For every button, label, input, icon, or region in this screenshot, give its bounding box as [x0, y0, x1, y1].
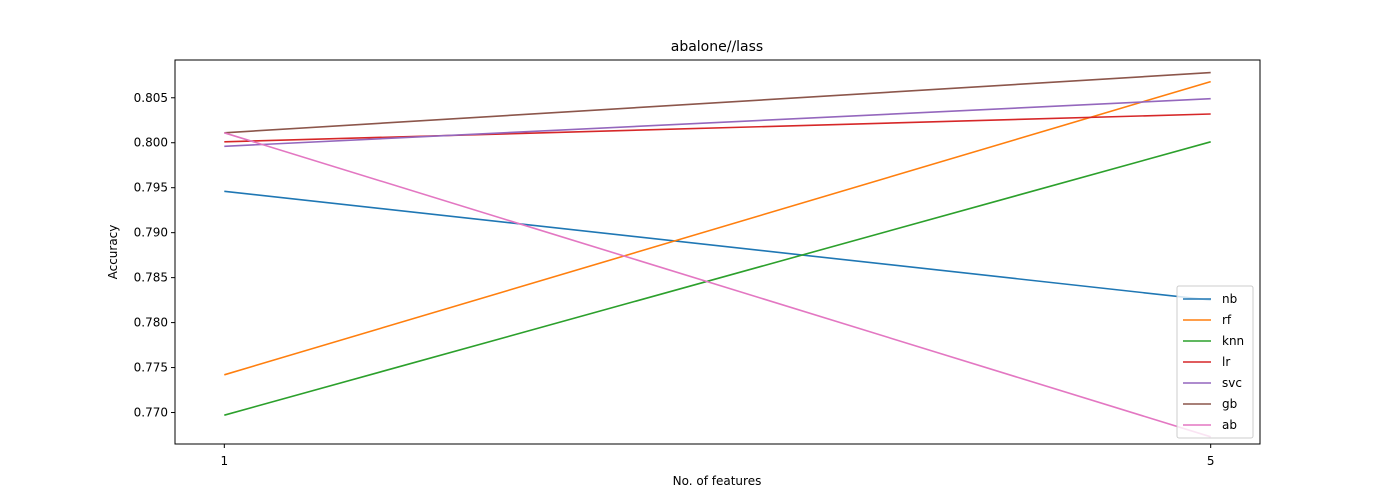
- legend-label-svc: svc: [1222, 376, 1242, 390]
- y-tick-label: 0.775: [134, 361, 168, 375]
- legend-label-nb: nb: [1222, 292, 1237, 306]
- y-axis: 0.770 0.775 0.780 0.785 0.790 0.795 0.800 0.805: [134, 91, 175, 420]
- chart-title: abalone//lass: [671, 39, 763, 55]
- x-tick-label: 1: [220, 454, 228, 468]
- legend: nb rf knn lr svc gb ab: [1177, 286, 1253, 438]
- y-tick-label: 0.790: [134, 226, 168, 240]
- legend-label-lr: lr: [1222, 355, 1230, 369]
- legend-label-gb: gb: [1222, 397, 1237, 411]
- y-tick-label: 0.770: [134, 406, 168, 420]
- x-tick-label: 5: [1207, 454, 1215, 468]
- y-tick-label: 0.800: [134, 136, 168, 150]
- legend-label-ab: ab: [1222, 418, 1237, 432]
- legend-label-knn: knn: [1222, 334, 1244, 348]
- y-tick-label: 0.795: [134, 181, 168, 195]
- y-axis-label: Accuracy: [106, 225, 120, 280]
- y-tick-label: 0.785: [134, 271, 168, 285]
- y-tick-label: 0.780: [134, 316, 168, 330]
- x-axis-label: No. of features: [673, 474, 762, 488]
- legend-label-rf: rf: [1222, 313, 1232, 327]
- y-tick-label: 0.805: [134, 91, 168, 105]
